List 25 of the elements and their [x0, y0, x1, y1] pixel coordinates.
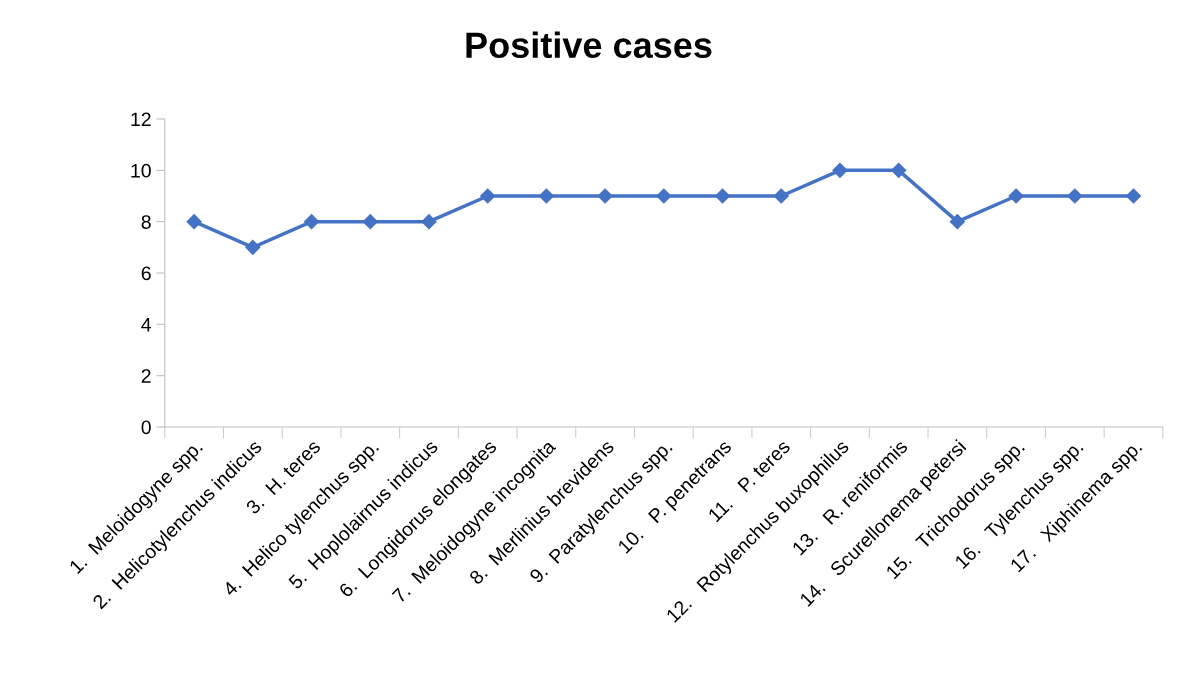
point	[714, 188, 731, 204]
point	[773, 188, 789, 204]
point	[421, 214, 437, 230]
y-tick-label: 10	[131, 163, 151, 178]
point	[1008, 188, 1024, 204]
point	[480, 188, 496, 204]
y-tick-label: 6	[141, 266, 151, 281]
point	[186, 214, 202, 230]
y-tick-label: 2	[141, 369, 151, 383]
y-tick-label: 12	[131, 112, 151, 127]
y-tick-label: 0	[141, 420, 151, 435]
point	[656, 188, 672, 204]
chart-title: Positive cases	[466, 31, 712, 59]
point	[303, 214, 320, 230]
point	[891, 162, 907, 178]
y-tick-label: 4	[141, 318, 152, 332]
point	[245, 239, 261, 255]
point	[538, 188, 554, 204]
point	[597, 188, 613, 204]
point	[832, 162, 848, 178]
point	[949, 214, 965, 230]
point	[362, 214, 378, 230]
point	[1125, 188, 1142, 204]
point	[1067, 188, 1083, 204]
y-tick-label: 8	[141, 215, 151, 229]
